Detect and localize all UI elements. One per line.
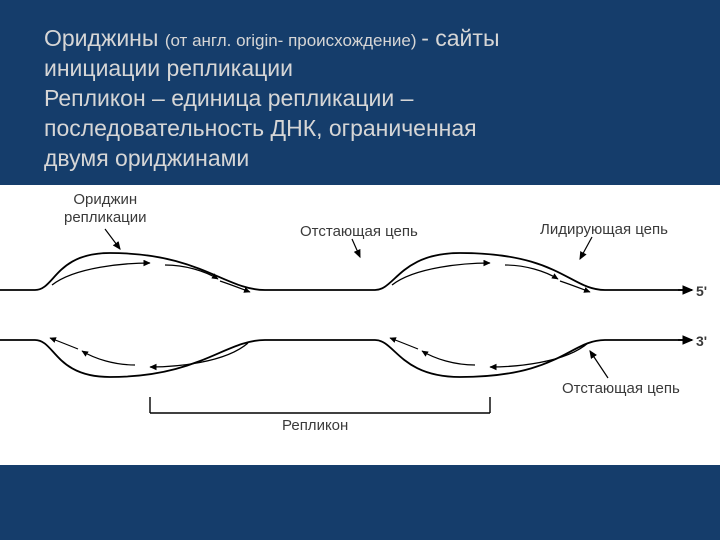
replication-diagram: Ориджин репликации Отстающая цепь Лидиру…	[0, 185, 720, 465]
header-line4: последовательность ДНК, ограниченная	[44, 115, 477, 141]
header-line5: двумя ориджинами	[44, 145, 249, 171]
b1-bot-frag1	[82, 351, 135, 365]
header-line2: инициации репликации	[44, 55, 293, 81]
b2-bot-frag2	[390, 338, 418, 349]
leading-arrow	[580, 237, 592, 259]
header-line1b: (от англ. origin- происхождение)	[165, 31, 421, 50]
b1-top-frag1	[165, 265, 218, 279]
top-strand	[0, 253, 692, 290]
header-line1c: - сайты	[421, 25, 499, 51]
header-text: Ориджины (от англ. origin- происхождение…	[0, 0, 720, 185]
header-line3: Репликон – единица репликации –	[44, 85, 413, 111]
b2-top-frag1	[505, 265, 558, 279]
b2-top-arrow-leading	[392, 263, 490, 285]
lagging-top-arrow	[352, 239, 360, 257]
lagging-bot-arrow	[590, 351, 608, 378]
bottom-strand	[0, 340, 692, 377]
b1-bot-frag2	[50, 338, 78, 349]
diagram-svg	[0, 185, 720, 465]
b2-bot-frag1	[422, 351, 475, 365]
b2-bot-arrow-leading	[490, 343, 588, 367]
origin-arrow	[105, 229, 120, 249]
header-line1a: Ориджины	[44, 25, 165, 51]
